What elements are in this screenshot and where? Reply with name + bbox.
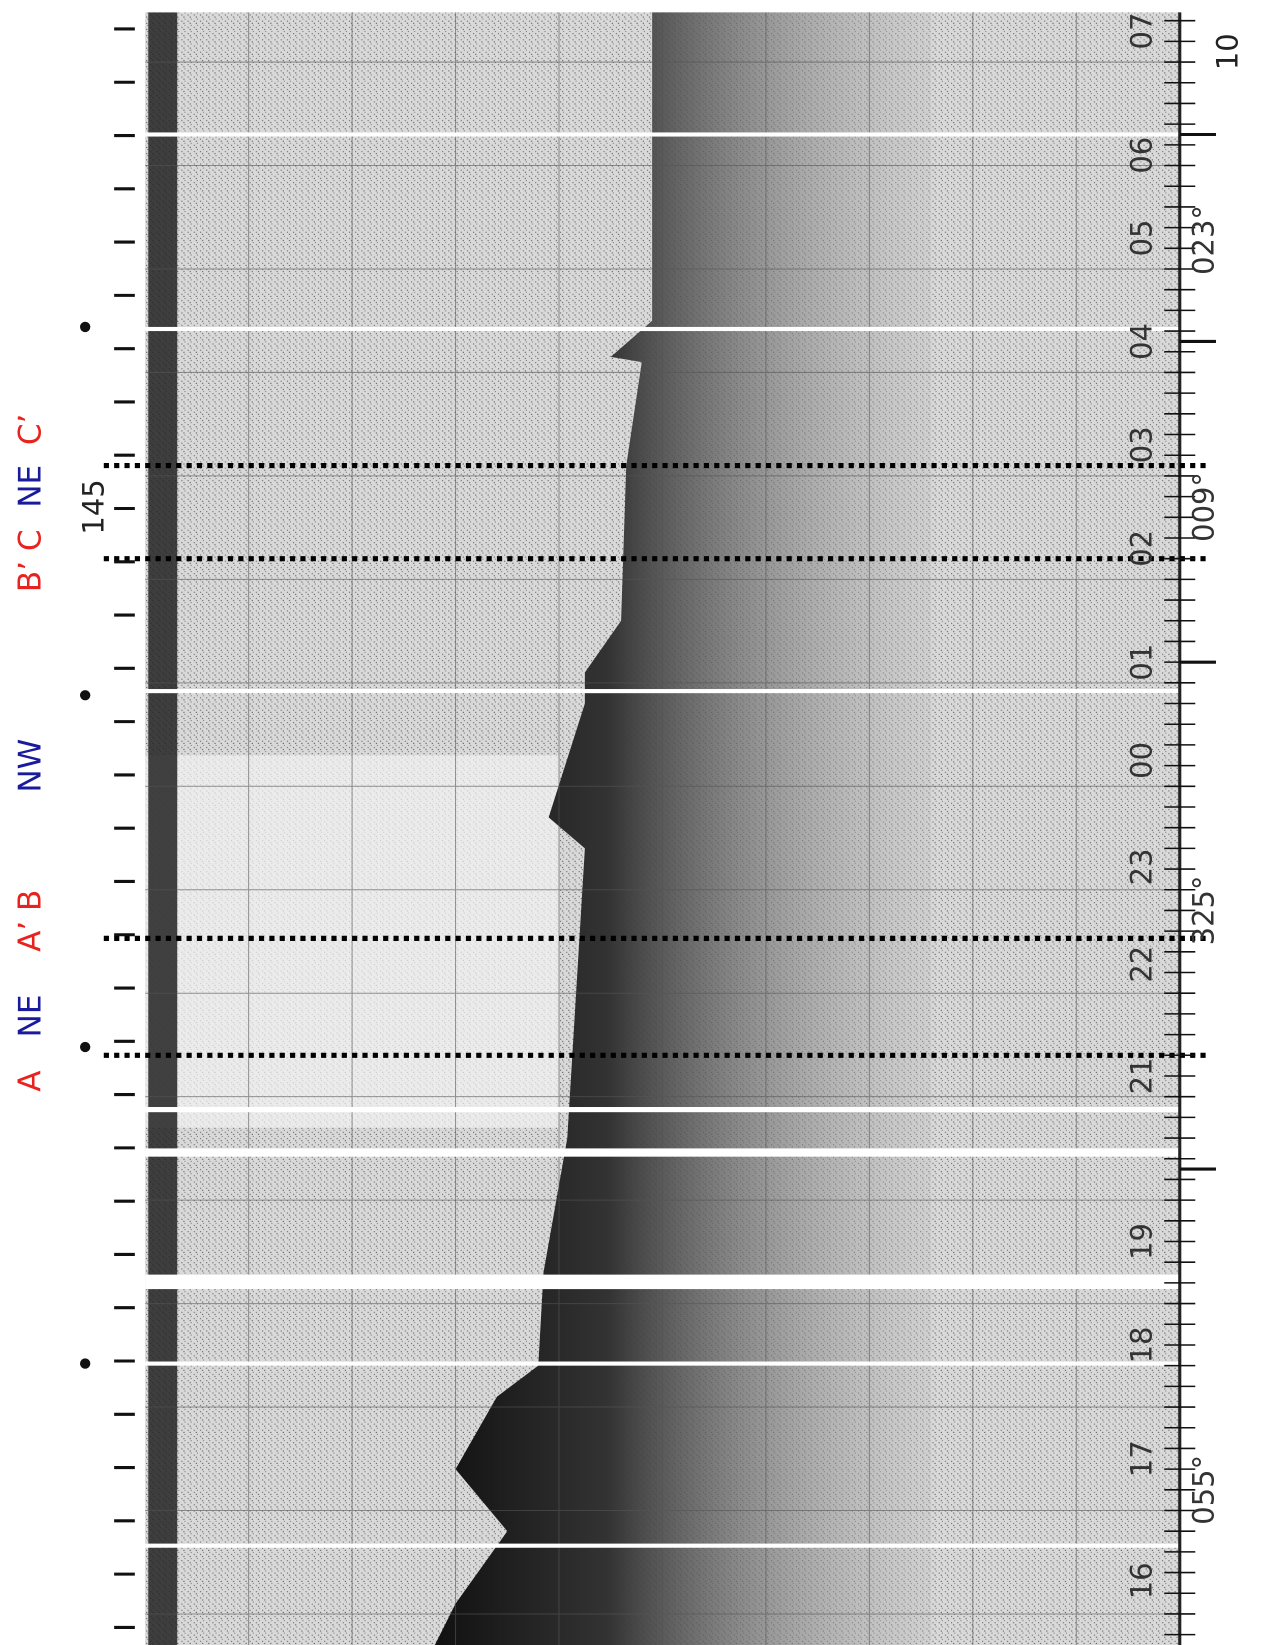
hour-mark: 02 [1125, 530, 1159, 567]
heading: 009° [1187, 472, 1221, 542]
scale-label: 10 [1210, 33, 1244, 70]
hour-mark: 18 [1125, 1327, 1159, 1364]
record-gap [145, 1107, 1180, 1113]
record-gap [145, 1274, 1180, 1290]
record-gap [145, 132, 1180, 137]
heading: 325° [1187, 876, 1221, 946]
record-gap [145, 689, 1180, 694]
record-gap [145, 1543, 1180, 1548]
side-label: B’ C [12, 529, 48, 592]
record-gap [145, 1361, 1180, 1366]
fix-dot [79, 1358, 91, 1369]
hour-mark: 23 [1125, 849, 1159, 886]
hour-mark: 03 [1125, 426, 1159, 463]
hour-mark: 05 [1125, 220, 1159, 257]
bubble-pulse-band [148, 12, 178, 1645]
hour-mark: 16 [1125, 1562, 1159, 1599]
side-label: NW [12, 739, 48, 793]
fix-dot [79, 1041, 91, 1053]
hour-mark: 01 [1125, 644, 1159, 681]
heading: 055° [1187, 1455, 1221, 1525]
side-label: A [12, 1071, 48, 1092]
side-label: C’ [12, 414, 48, 446]
record-gap [145, 326, 1180, 332]
hour-mark: 00 [1125, 742, 1159, 779]
side-label: NE [12, 995, 48, 1038]
heading: 023° [1187, 205, 1221, 275]
hour-mark: 06 [1125, 137, 1159, 174]
fix-dot [79, 321, 91, 333]
record-gap [145, 1148, 1180, 1157]
record [145, 12, 1182, 1645]
fix-dot [79, 690, 91, 701]
side-label: A’ B [12, 890, 48, 952]
hour-mark: 17 [1125, 1440, 1159, 1477]
hour-mark: 19 [1125, 1223, 1159, 1260]
side-label: NE [12, 465, 48, 508]
hour-mark: 04 [1125, 323, 1159, 360]
hour-mark: 07 [1125, 13, 1159, 50]
hour-mark: 21 [1125, 1058, 1159, 1095]
hour-mark: 22 [1125, 946, 1159, 983]
depth-label: 145 [77, 479, 111, 534]
